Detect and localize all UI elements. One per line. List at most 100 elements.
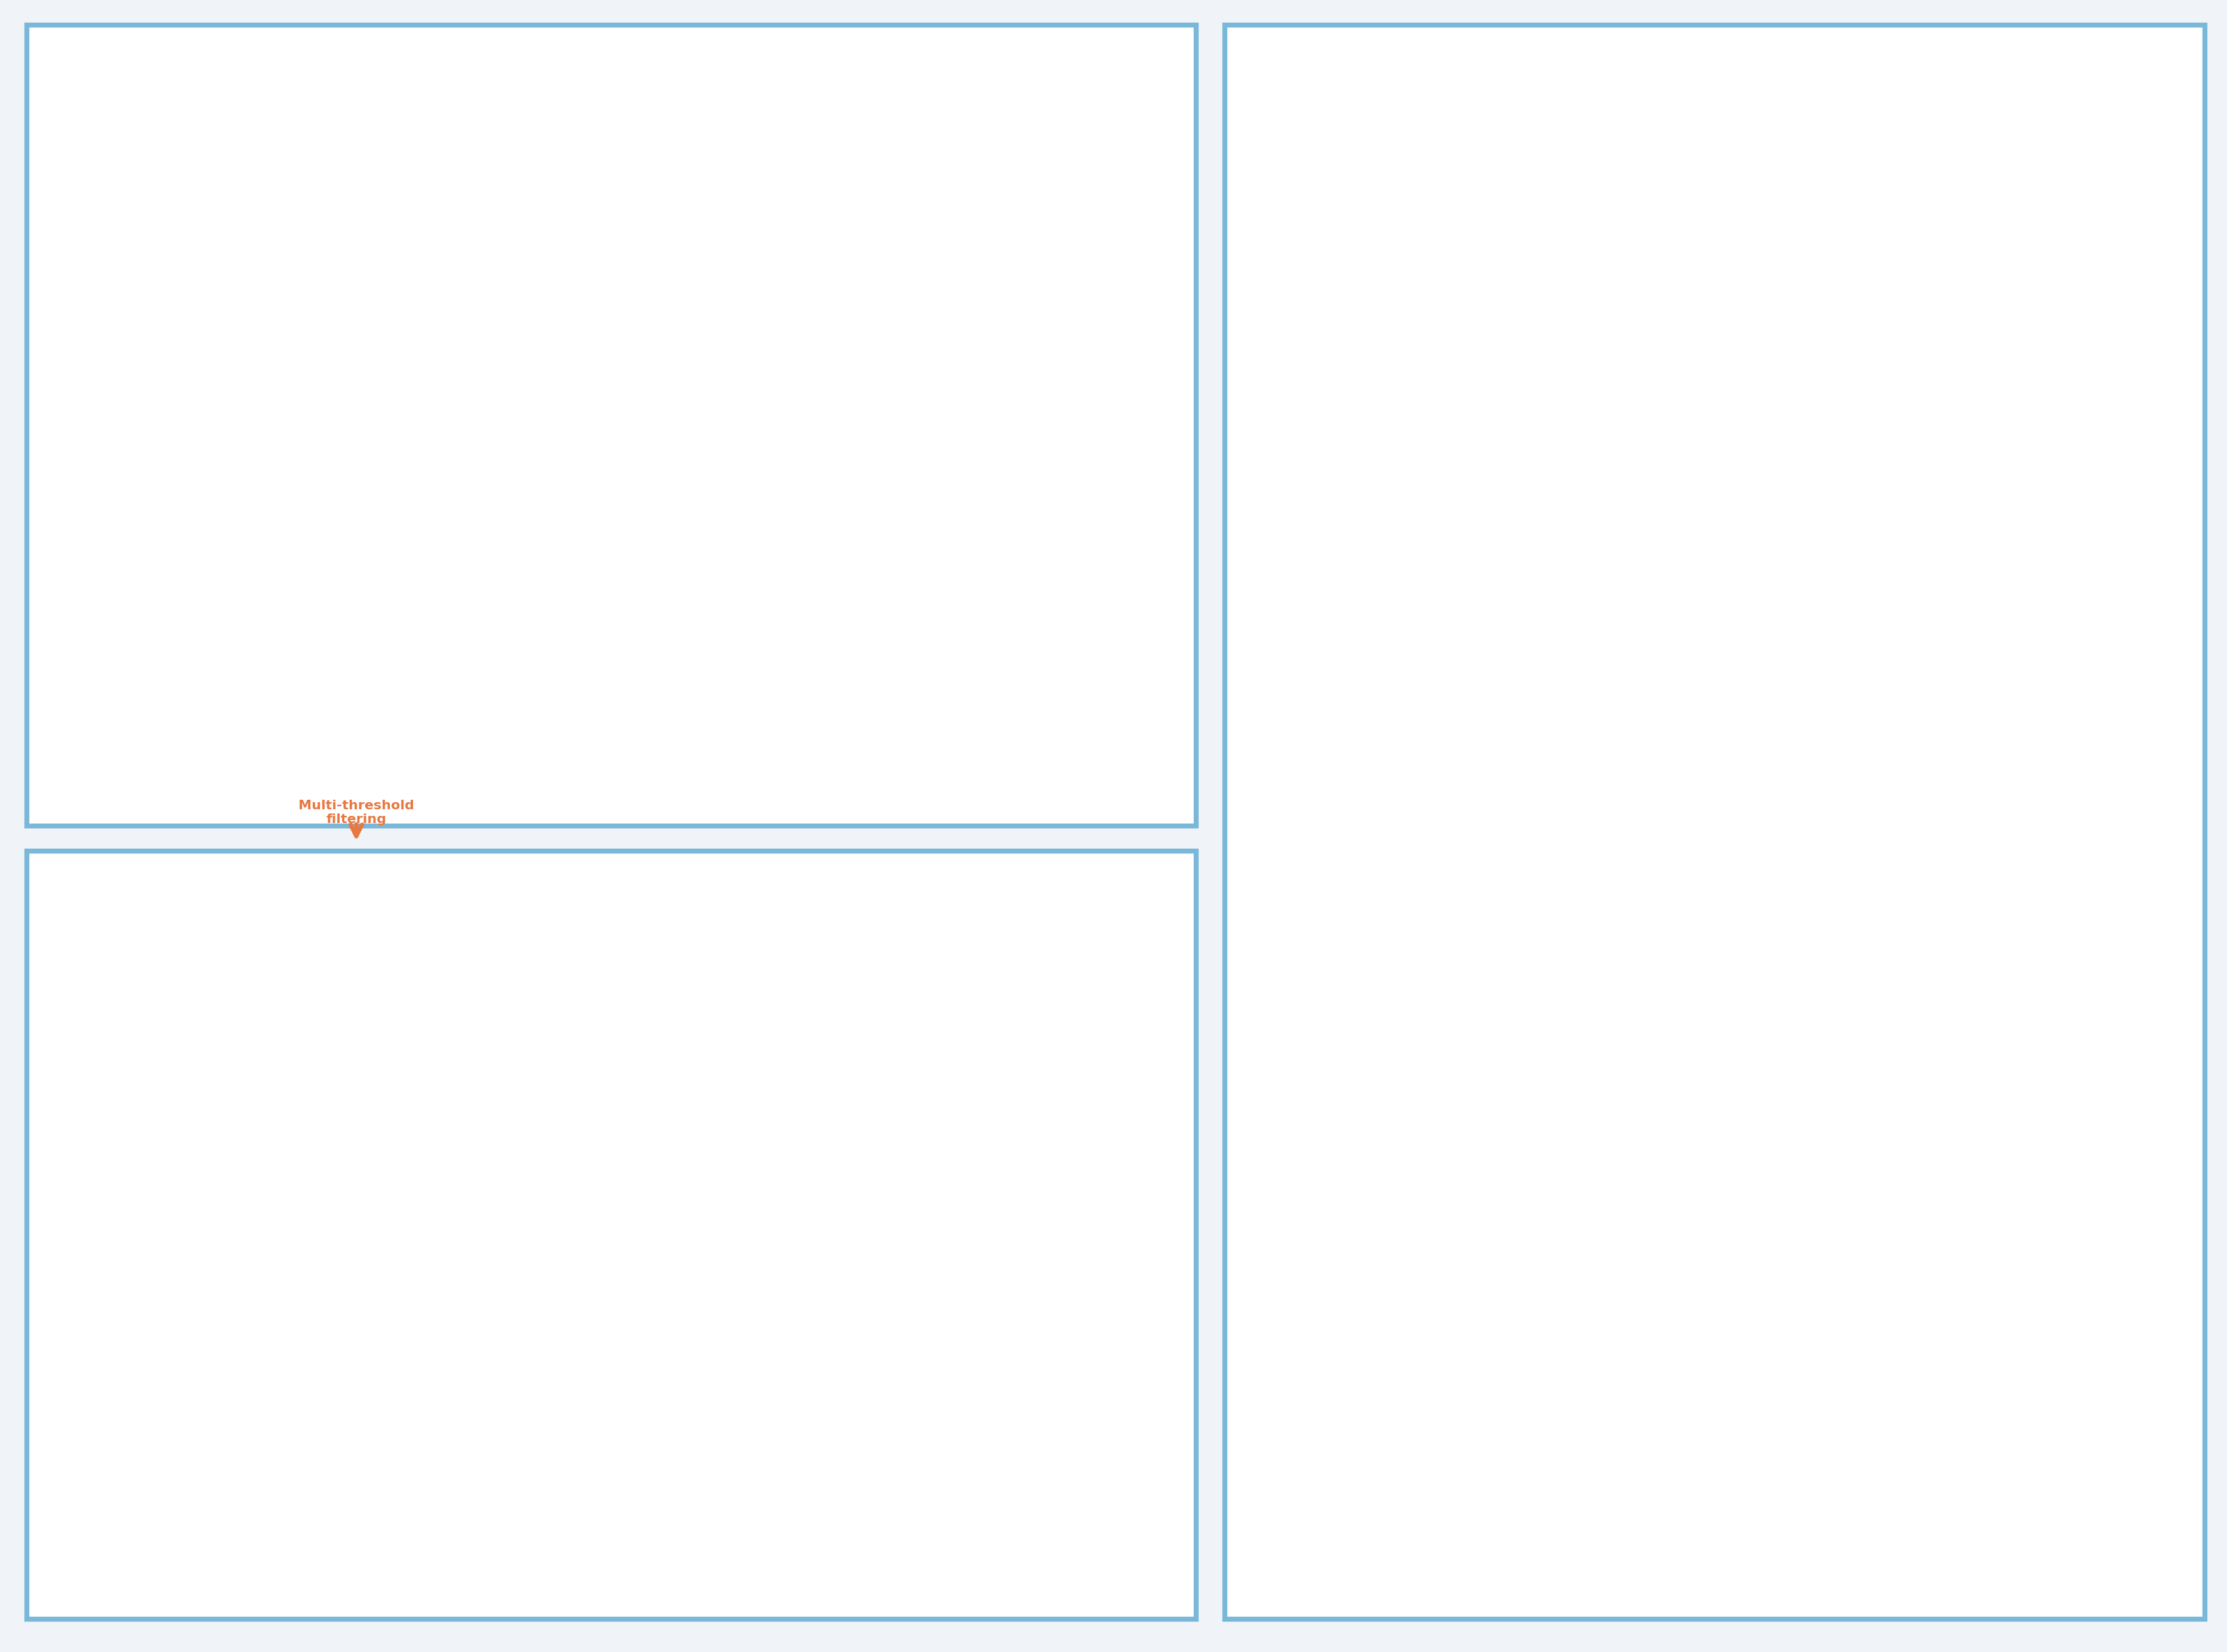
Circle shape [136, 248, 145, 253]
Ellipse shape [579, 157, 668, 220]
Circle shape [187, 155, 196, 160]
FancyBboxPatch shape [131, 1213, 247, 1284]
Circle shape [238, 193, 245, 198]
Point [1759, 482, 1795, 509]
Bar [1501, 1006, 1519, 1184]
FancyBboxPatch shape [590, 1213, 706, 1284]
FancyBboxPatch shape [347, 1222, 463, 1292]
Circle shape [232, 248, 238, 253]
Circle shape [180, 228, 189, 235]
Point [1895, 271, 1931, 297]
Circle shape [149, 241, 158, 246]
Bar [668, 558, 677, 567]
Circle shape [167, 200, 176, 205]
Circle shape [134, 172, 143, 177]
Text: Derivative curve: Derivative curve [1414, 877, 1537, 889]
FancyBboxPatch shape [897, 1335, 1013, 1406]
Circle shape [143, 273, 149, 278]
Bar [1330, 1006, 1347, 1184]
FancyBboxPatch shape [361, 1327, 477, 1396]
a [1332, 641, 1358, 661]
FancyBboxPatch shape [116, 162, 252, 281]
Circle shape [158, 197, 167, 202]
Circle shape [138, 192, 145, 197]
Ellipse shape [510, 144, 590, 195]
Bar [668, 527, 677, 535]
Circle shape [125, 235, 131, 240]
Bar [668, 598, 677, 606]
Point [1321, 1358, 1356, 1384]
Text: $pr_3$: $pr_3$ [621, 1122, 646, 1138]
Circle shape [154, 273, 163, 278]
Point [1866, 279, 1902, 306]
FancyBboxPatch shape [904, 1218, 1020, 1289]
Text: ...: ... [1007, 497, 1020, 510]
Text: 10-fold cross-validation: 10-fold cross-validation [1387, 1208, 1563, 1221]
Bar [1394, 1006, 1412, 1184]
Point [1376, 1371, 1412, 1398]
Circle shape [169, 264, 176, 269]
Circle shape [145, 172, 151, 178]
Point [1358, 175, 1394, 202]
Circle shape [198, 258, 207, 263]
Bar [668, 575, 677, 583]
Bar [1436, 1006, 1454, 1184]
Circle shape [134, 215, 140, 220]
Bar [1543, 1006, 1561, 1184]
Bar [1459, 1006, 1477, 1184]
Circle shape [156, 216, 163, 221]
Point [1347, 131, 1383, 157]
Circle shape [147, 208, 154, 213]
Circle shape [114, 251, 120, 256]
Circle shape [207, 259, 214, 264]
Circle shape [109, 202, 118, 207]
Circle shape [185, 249, 192, 254]
Circle shape [194, 278, 203, 282]
Bar [1628, 1006, 1646, 1184]
Circle shape [102, 183, 109, 188]
Point [1318, 1365, 1354, 1391]
Circle shape [254, 210, 261, 215]
Circle shape [127, 238, 136, 243]
Circle shape [178, 180, 185, 185]
Point [1428, 1422, 1463, 1449]
Circle shape [225, 228, 232, 233]
Bar [1608, 1006, 1626, 1184]
Text: ROI brain regions: ROI brain regions [512, 370, 641, 382]
Circle shape [234, 203, 243, 208]
Point [1316, 372, 1352, 398]
Bar [668, 567, 677, 575]
Text: ⊇: ⊇ [873, 1016, 889, 1032]
Ellipse shape [488, 210, 572, 268]
Text: ⋮: ⋮ [626, 1444, 644, 1462]
Point [1365, 1330, 1401, 1356]
Point [1347, 1391, 1383, 1417]
FancyBboxPatch shape [354, 1330, 470, 1401]
Circle shape [203, 278, 209, 282]
Circle shape [145, 264, 151, 271]
Text: Weighted DBFN: Weighted DBFN [508, 684, 624, 695]
Point [1303, 1373, 1338, 1399]
Circle shape [198, 231, 207, 238]
Point [1423, 1409, 1459, 1436]
Point [1350, 1379, 1385, 1406]
Point [1844, 266, 1880, 292]
Point [1376, 1388, 1412, 1414]
Text: $pr_1$: $pr_1$ [163, 1122, 187, 1138]
Point [1374, 418, 1410, 444]
Text: $pr_2$: $pr_2$ [392, 1122, 416, 1138]
Text: ...: ... [194, 365, 207, 377]
Point [1425, 1383, 1461, 1409]
Bar [1416, 1006, 1434, 1184]
Circle shape [143, 193, 149, 198]
FancyBboxPatch shape [590, 1327, 706, 1396]
Circle shape [194, 193, 200, 200]
Point [1864, 363, 1900, 390]
Circle shape [147, 254, 154, 259]
Point [1309, 1379, 1345, 1406]
FancyBboxPatch shape [920, 479, 1085, 606]
Bar [1521, 1006, 1539, 1184]
Text: Curve fitting: Curve fitting [1668, 553, 1762, 565]
a [1494, 659, 1521, 679]
Point [1459, 1416, 1494, 1442]
